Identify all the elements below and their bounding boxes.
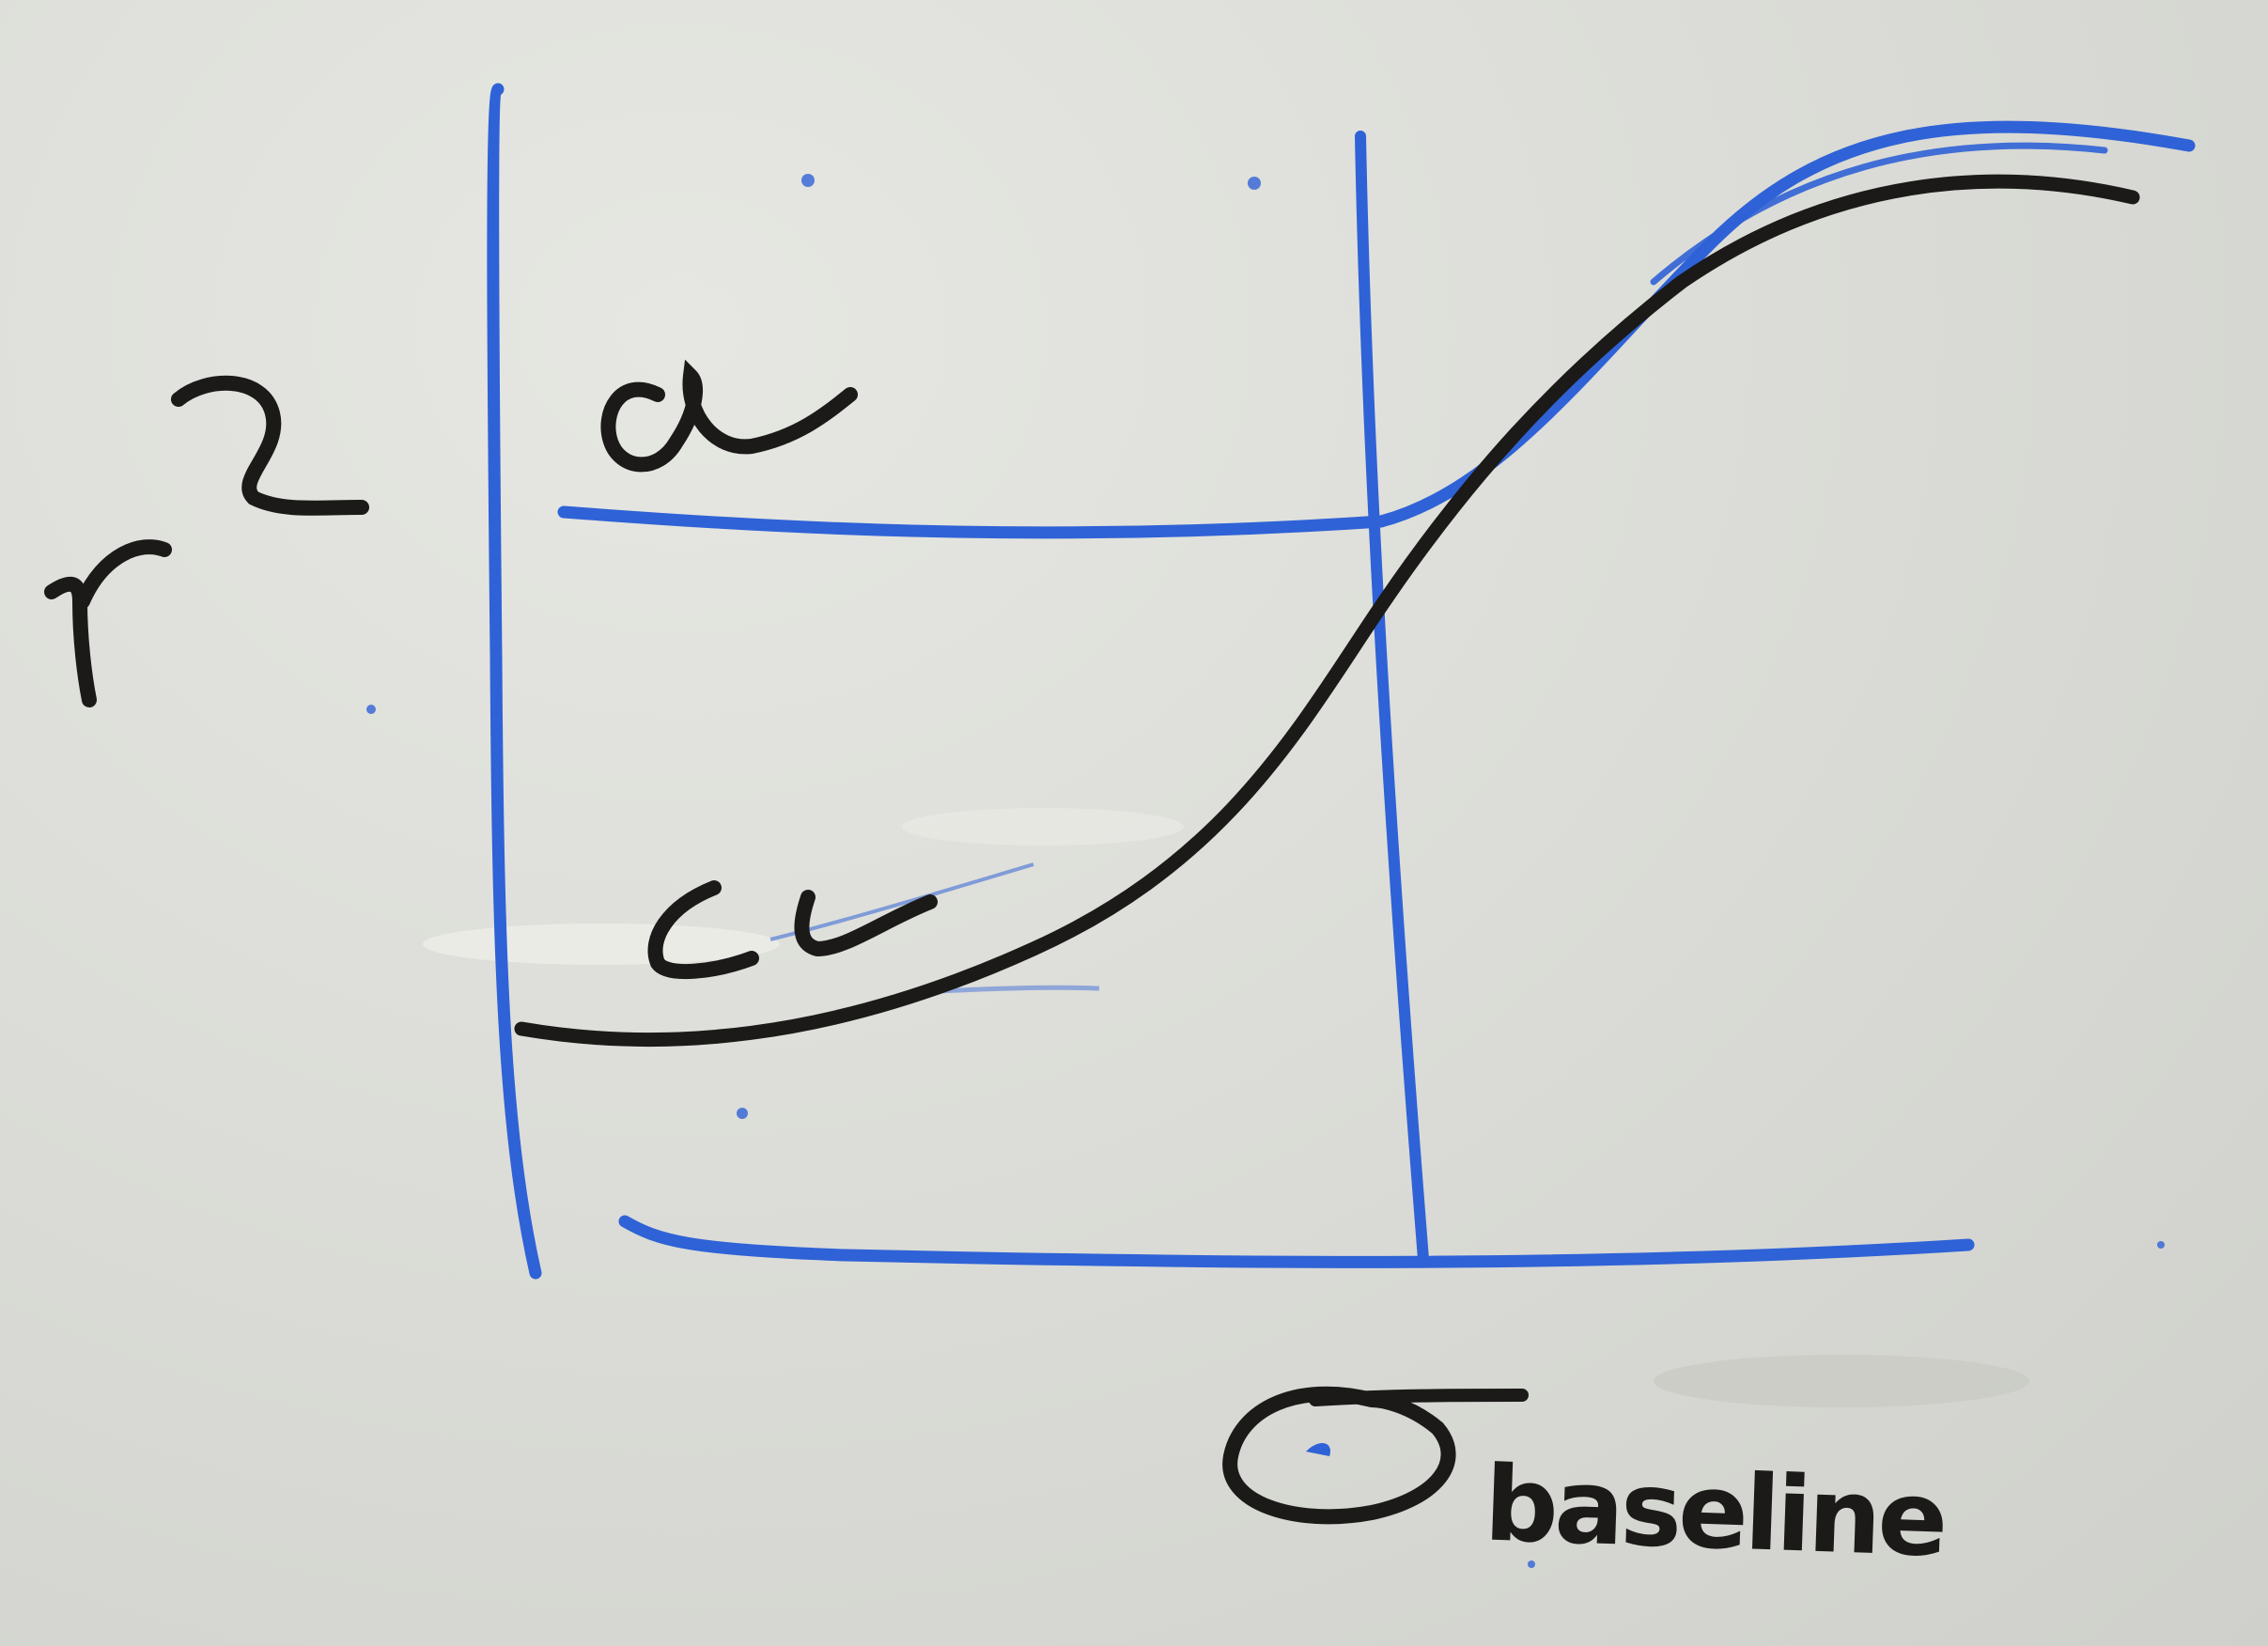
eraser-smudge	[423, 924, 780, 965]
y-axis-line	[487, 83, 542, 1280]
alpha-symbol-stroke	[600, 359, 858, 473]
eraser-smudge	[902, 808, 1184, 846]
blue-curve-trace	[1650, 142, 2108, 286]
vertical-marker-line	[1355, 131, 1429, 1265]
c-symbol-stroke	[794, 890, 938, 957]
c-symbol-stroke	[647, 880, 759, 979]
black-curve	[514, 174, 2140, 1048]
faint-blue-trace	[939, 985, 1100, 994]
blue-dot	[1306, 1442, 1330, 1456]
baseline-label: baseline	[1482, 1443, 1947, 1580]
marker-specks	[366, 174, 2165, 1568]
eraser-smudge	[1654, 1355, 2029, 1407]
theta-circle	[1222, 1386, 1456, 1525]
x-axis-line	[618, 1215, 1975, 1268]
superscript-2-stroke	[171, 375, 369, 516]
theta-bar	[1309, 1389, 1529, 1406]
letter-r-stroke	[75, 539, 172, 609]
upper-horizontal-line	[557, 505, 1388, 539]
